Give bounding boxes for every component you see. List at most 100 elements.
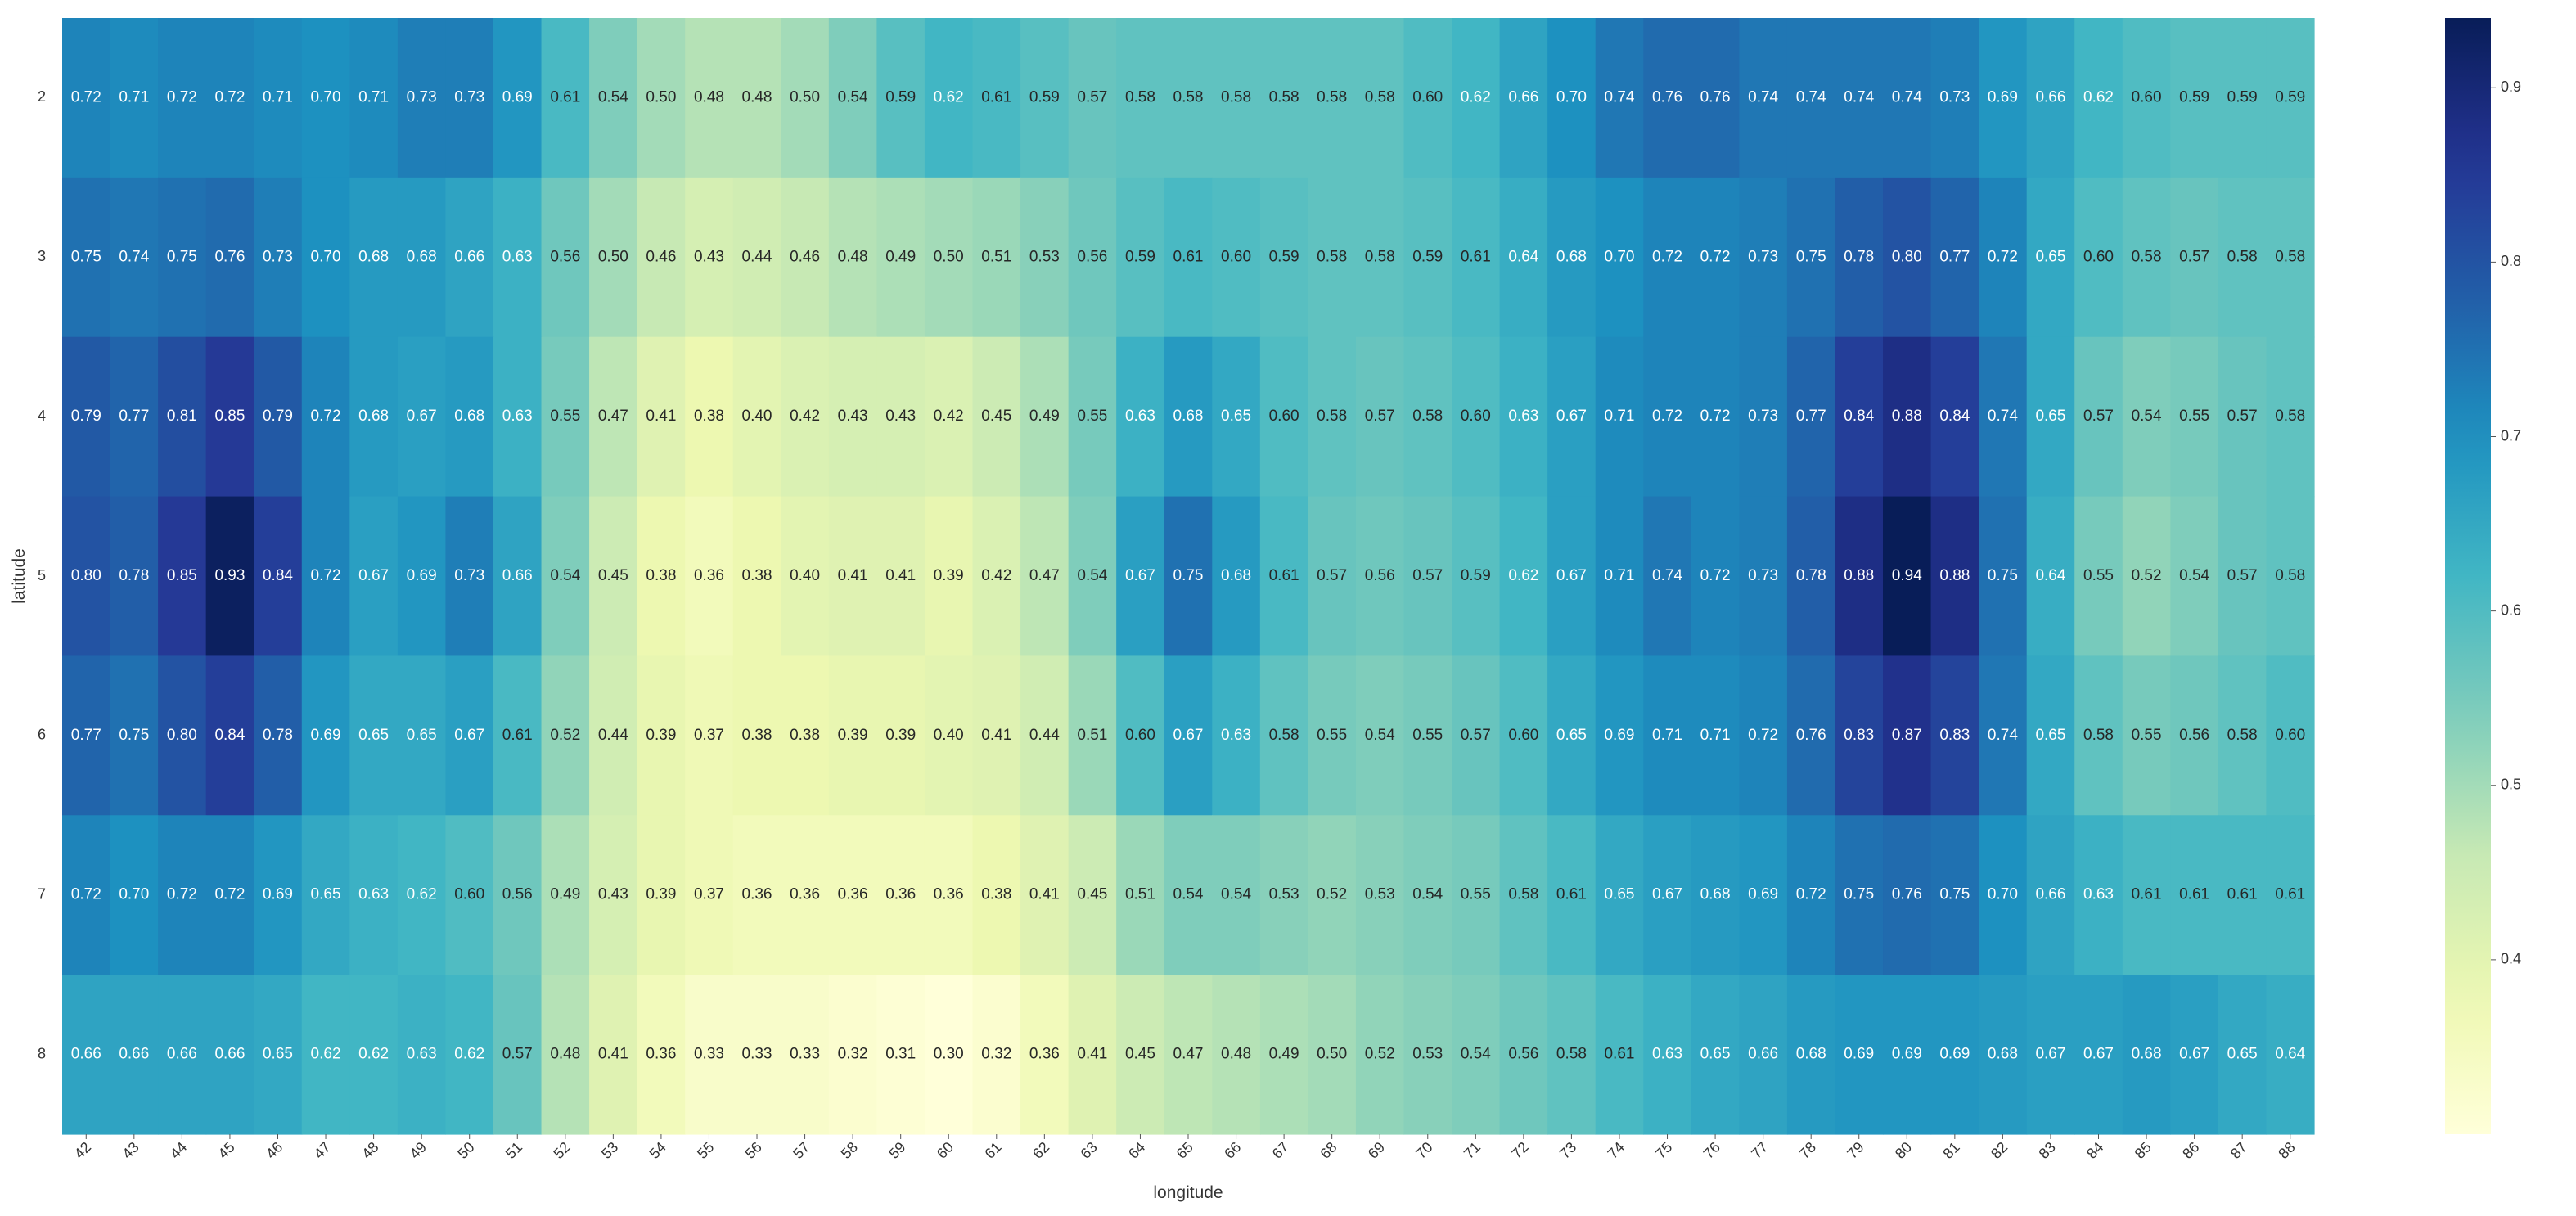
heatmap-cell — [1020, 655, 1070, 816]
heatmap-cell — [301, 177, 350, 338]
heatmap-cell-value: 0.56 — [550, 248, 580, 265]
x-tick-label: 47 — [311, 1139, 334, 1162]
heatmap-cell-value: 0.71 — [1700, 727, 1731, 744]
heatmap-cell — [924, 177, 974, 338]
heatmap-cell — [1403, 496, 1452, 657]
heatmap-cell — [1308, 177, 1357, 338]
x-tick-label: 77 — [1748, 1139, 1771, 1162]
heatmap-cell-value: 0.61 — [2275, 886, 2305, 903]
heatmap-cell — [924, 975, 974, 1135]
heatmap-cell-value: 0.63 — [1508, 408, 1538, 425]
heatmap-cell-value: 0.80 — [71, 567, 101, 584]
heatmap-cell-value: 0.68 — [1988, 1046, 2018, 1063]
heatmap-cell-value: 0.70 — [1988, 886, 2018, 903]
heatmap-cell-value: 0.32 — [981, 1046, 1011, 1063]
heatmap-cell-value: 0.76 — [214, 248, 245, 265]
heatmap-cell-value: 0.58 — [1365, 248, 1395, 265]
heatmap-cell — [349, 975, 399, 1135]
y-tick-label: 5 — [38, 567, 46, 583]
heatmap-cell — [828, 815, 878, 975]
heatmap-cell-value: 0.58 — [2083, 727, 2114, 744]
heatmap-cell — [2026, 815, 2075, 975]
heatmap-cell — [1212, 975, 1261, 1135]
heatmap-cell — [2170, 655, 2219, 816]
heatmap-cell — [1164, 336, 1213, 498]
heatmap-cell — [158, 177, 207, 338]
heatmap-cell — [1691, 975, 1740, 1135]
heatmap-cell — [493, 655, 543, 816]
heatmap-cell-value: 0.45 — [598, 567, 628, 584]
heatmap-cell-value: 0.61 — [550, 88, 580, 106]
heatmap-cell-value: 0.66 — [214, 1046, 245, 1063]
x-tick-label: 81 — [1939, 1139, 1962, 1162]
x-tick-label: 79 — [1844, 1139, 1867, 1162]
heatmap-cell-value: 0.58 — [1221, 88, 1251, 106]
heatmap-cell-value: 0.67 — [2179, 1046, 2209, 1063]
heatmap-cell-value: 0.55 — [2179, 408, 2209, 425]
heatmap-cell-value: 0.58 — [2132, 248, 2162, 265]
heatmap-cell — [2074, 336, 2123, 498]
heatmap-cell — [637, 655, 686, 816]
heatmap-cell — [1259, 975, 1308, 1135]
heatmap-cell — [876, 815, 925, 975]
x-axis-ticks: 42 43 44 45 46 47 48 49 50 51 52 53 54 55 56 57 58 59 60 61… — [71, 1134, 2299, 1162]
heatmap-cell-value: 0.55 — [2083, 567, 2114, 584]
heatmap-cell-value: 0.60 — [1125, 727, 1155, 744]
x-tick-label: 43 — [119, 1139, 142, 1162]
heatmap-cell — [2266, 496, 2315, 657]
heatmap-cell-value: 0.61 — [1173, 248, 1204, 265]
heatmap-cell-value: 0.64 — [2275, 1046, 2305, 1063]
heatmap-cell — [972, 496, 1021, 657]
heatmap-cell-value: 0.88 — [1844, 567, 1874, 584]
heatmap-cell-value: 0.61 — [1461, 248, 1491, 265]
heatmap-cell-value: 0.68 — [358, 248, 389, 265]
heatmap-cell — [637, 975, 686, 1135]
y-axis-label: latitude — [10, 548, 29, 604]
x-tick-label: 80 — [1892, 1139, 1915, 1162]
heatmap-cell-value: 0.76 — [1892, 886, 1922, 903]
x-tick-label: 74 — [1605, 1139, 1628, 1162]
heatmap-cell-value: 0.52 — [1365, 1046, 1395, 1063]
heatmap-cell-value: 0.38 — [981, 886, 1011, 903]
heatmap-cell — [158, 496, 207, 657]
heatmap-cell — [2218, 655, 2268, 816]
heatmap-cell — [589, 18, 638, 178]
heatmap-cell — [1930, 18, 1979, 178]
heatmap-cell — [493, 496, 543, 657]
heatmap-cell-value: 0.38 — [790, 727, 820, 744]
heatmap-cell-value: 0.62 — [454, 1046, 484, 1063]
x-tick-label: 67 — [1269, 1139, 1292, 1162]
heatmap-cell-value: 0.66 — [502, 567, 533, 584]
heatmap-cell-value: 0.69 — [311, 727, 341, 744]
heatmap-cell — [62, 177, 111, 338]
heatmap-cell-value: 0.58 — [2275, 567, 2305, 584]
heatmap-cell-value: 0.67 — [1652, 886, 1682, 903]
heatmap-cell — [1499, 975, 1548, 1135]
heatmap-cell — [876, 975, 925, 1135]
heatmap-cell-value: 0.41 — [885, 567, 916, 584]
heatmap-cell-value: 0.49 — [885, 248, 916, 265]
heatmap-cell-value: 0.72 — [1652, 248, 1682, 265]
heatmap-cell — [732, 177, 781, 338]
heatmap-cell — [1595, 177, 1644, 338]
y-tick-label: 7 — [38, 885, 46, 902]
heatmap-cell — [972, 815, 1021, 975]
heatmap-cell — [2122, 18, 2171, 178]
heatmap-cell — [110, 655, 159, 816]
heatmap-cell-value: 0.36 — [742, 886, 772, 903]
heatmap-cell-value: 0.40 — [934, 727, 964, 744]
heatmap-cell-value: 0.36 — [885, 886, 916, 903]
heatmap-cell-value: 0.85 — [167, 567, 197, 584]
y-tick-label: 8 — [38, 1045, 46, 1061]
heatmap-cell-value: 0.65 — [2035, 408, 2065, 425]
heatmap-cell — [62, 496, 111, 657]
heatmap-cell — [1452, 177, 1501, 338]
heatmap-cell-value: 0.72 — [167, 886, 197, 903]
heatmap-cell — [637, 496, 686, 657]
y-tick-label: 4 — [38, 408, 46, 424]
heatmap-cell — [62, 18, 111, 178]
heatmap-cell — [1835, 177, 1884, 338]
heatmap-cell — [1930, 496, 1979, 657]
heatmap-cell-value: 0.85 — [214, 408, 245, 425]
heatmap-cell-labels: 0.72 0.71 0.72 0.72 0.71 0.70 0.71 0.73 0.73 0.69… — [71, 88, 2306, 1062]
